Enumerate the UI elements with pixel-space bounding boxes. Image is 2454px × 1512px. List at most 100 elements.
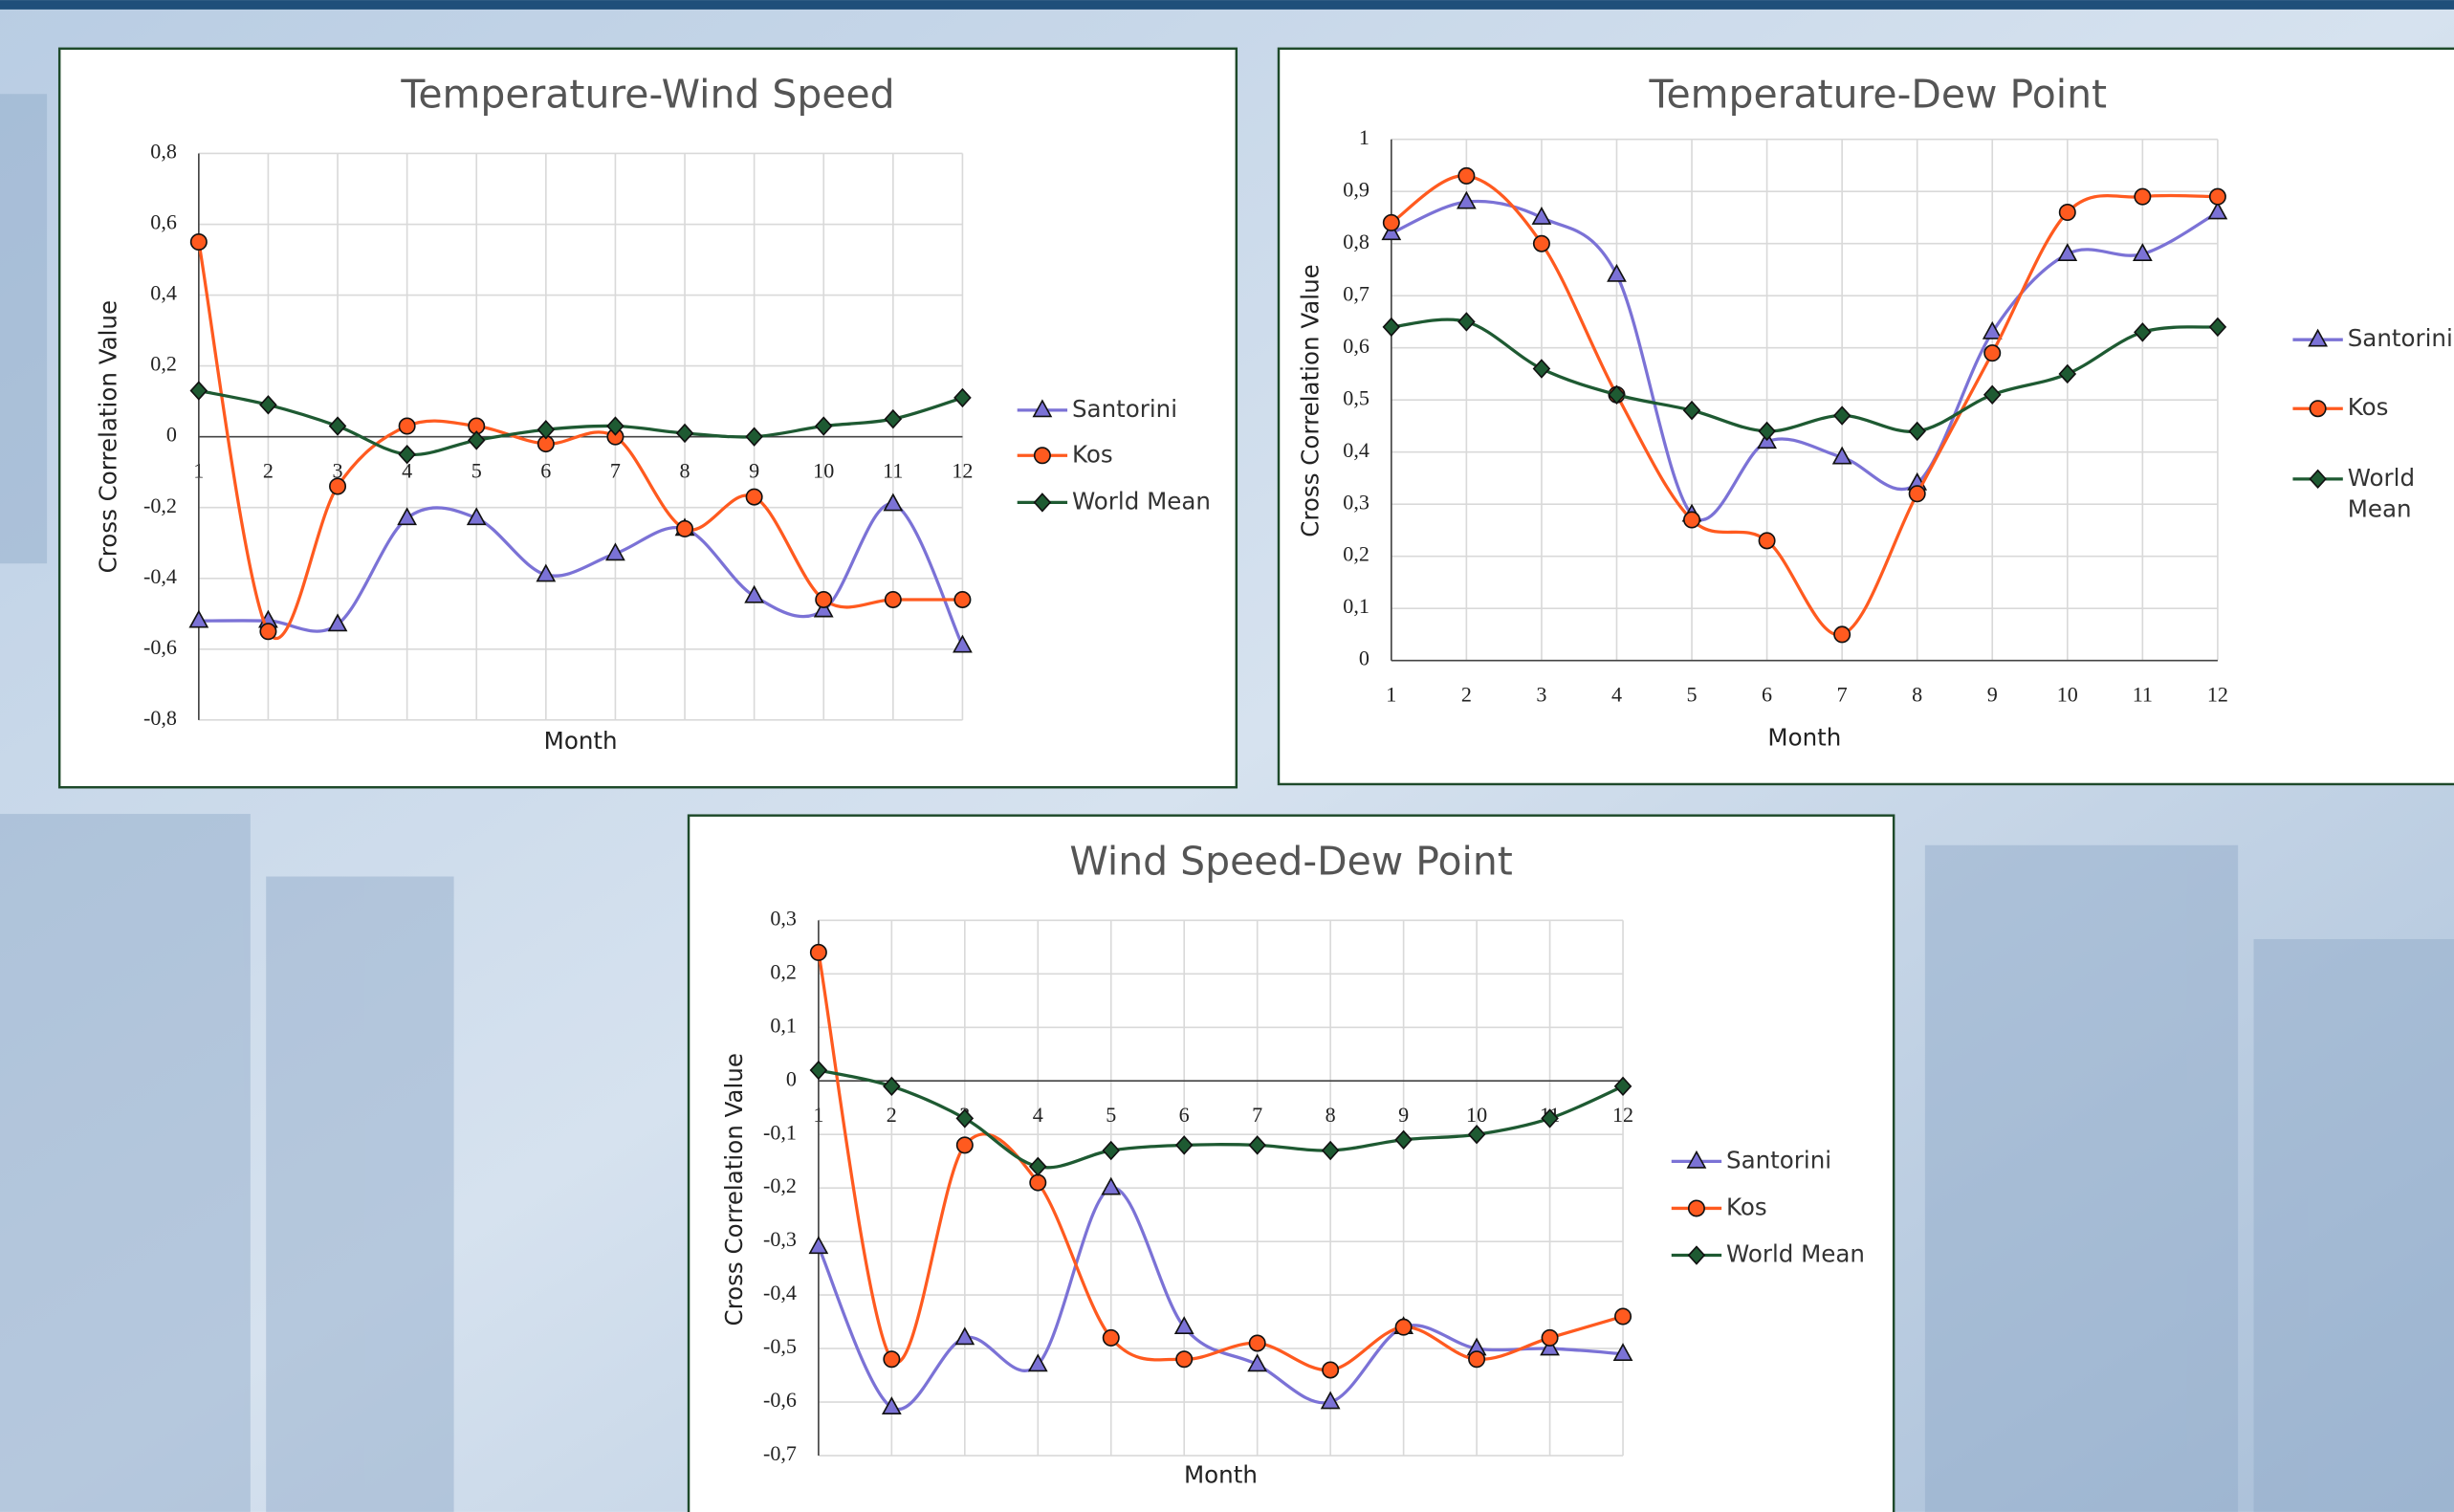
marker	[1384, 215, 1399, 230]
x-tick-label: 8	[1326, 1103, 1336, 1127]
marker	[746, 489, 761, 504]
marker	[1469, 1351, 1484, 1367]
marker	[957, 1137, 973, 1152]
y-tick-label: -0,1	[763, 1120, 797, 1144]
marker	[1395, 1320, 1411, 1335]
x-tick-label: 5	[1687, 682, 1698, 706]
x-tick-label: 6	[1179, 1103, 1190, 1127]
marker	[1458, 168, 1474, 184]
marker	[1759, 533, 1774, 548]
y-axis-label: Cross Correlation Value	[1296, 264, 1324, 537]
x-tick-label: 5	[1106, 1103, 1116, 1127]
x-axis-label: Month	[544, 727, 618, 755]
legend-label: Santorini	[1072, 395, 1177, 423]
chart-title: Temperature-Dew Point	[1648, 72, 2107, 118]
marker	[1323, 1362, 1338, 1377]
y-tick-label: -0,6	[763, 1388, 797, 1412]
chart-panel: Temperature-Dew Point00,10,20,30,40,50,6…	[1279, 49, 2454, 784]
marker	[330, 478, 345, 493]
marker	[260, 624, 275, 639]
marker	[191, 234, 207, 250]
y-tick-label: -0,7	[763, 1441, 797, 1465]
marker	[677, 521, 692, 537]
marker	[1984, 345, 2000, 361]
x-tick-label: 4	[1611, 682, 1622, 706]
y-tick-label: 0,4	[150, 281, 177, 305]
y-tick-label: 0,8	[1343, 230, 1369, 253]
marker	[2060, 205, 2075, 220]
top-bar	[0, 0, 2454, 10]
marker	[1035, 448, 1050, 463]
y-tick-label: 0,2	[770, 959, 797, 983]
y-tick-label: -0,3	[763, 1227, 797, 1251]
marker	[1615, 1308, 1631, 1324]
x-tick-label: 3	[1536, 682, 1546, 706]
y-tick-label: 0,6	[1343, 334, 1369, 358]
y-tick-label: 0	[1359, 646, 1369, 670]
panel-frame	[1279, 49, 2454, 784]
screen: Temperature-Wind Speed -0,8 -0,6 -0,4 -0,2 0 0…	[0, 0, 2454, 1512]
marker	[1030, 1174, 1045, 1190]
y-tick-label: 0,3	[1343, 490, 1369, 514]
page: {"chart_data":[ {"type":"line","title":"…	[0, 0, 2454, 1512]
y-tick-label: 0,3	[770, 906, 797, 930]
legend-label: Kos	[1726, 1193, 1767, 1220]
y-tick-label: 0,8	[150, 140, 177, 164]
marker	[1910, 486, 1925, 501]
y-tick-label: 1	[1359, 125, 1369, 149]
x-tick-label: 6	[1762, 682, 1772, 706]
x-tick-label: 11	[2133, 682, 2153, 706]
x-tick-label: 6	[540, 458, 551, 482]
x-axis-label: Month	[1767, 723, 1841, 751]
chart-title: Temperature-Wind Speed	[400, 72, 894, 118]
marker	[1689, 1200, 1704, 1216]
chart-panel: Temperature-Wind Speed-0,8-0,6-0,4-0,200…	[59, 49, 1237, 787]
x-tick-label: 12	[1612, 1103, 1633, 1127]
y-tick-label: -0,6	[143, 635, 177, 659]
y-tick-label: -0,2	[143, 493, 177, 517]
x-tick-label: 9	[1398, 1103, 1409, 1127]
y-tick-label: 0,1	[770, 1013, 797, 1037]
y-axis-label: Cross Correlation Value	[95, 300, 122, 573]
x-tick-label: 10	[2057, 682, 2078, 706]
marker	[2310, 401, 2325, 416]
x-tick-label: 12	[2207, 682, 2228, 706]
y-tick-label: -0,4	[143, 564, 177, 588]
x-tick-label: 10	[813, 458, 834, 482]
legend-label: Santorini	[2348, 324, 2453, 352]
x-tick-label: 9	[749, 458, 759, 482]
y-tick-label: -0,2	[763, 1173, 797, 1197]
x-tick-label: 4	[1033, 1103, 1043, 1127]
x-tick-label: 9	[1987, 682, 1998, 706]
y-tick-label: 0,5	[1343, 385, 1369, 409]
marker	[1250, 1335, 1265, 1350]
x-tick-label: 7	[1252, 1103, 1262, 1127]
panel-frame	[59, 49, 1237, 787]
marker	[886, 592, 901, 607]
marker	[954, 592, 970, 607]
marker	[884, 1351, 899, 1367]
marker	[1176, 1351, 1192, 1367]
y-tick-label: 0,7	[1343, 281, 1369, 305]
x-tick-label: 8	[1912, 682, 1922, 706]
y-axis-label: Cross Correlation Value	[720, 1053, 748, 1326]
chart-panel: Wind Speed-Dew Point-0,7-0,6-0,5-0,4-0,3…	[689, 816, 1894, 1512]
x-axis-label: Month	[1184, 1460, 1258, 1488]
x-tick-label: 8	[680, 458, 690, 482]
x-tick-label: 1	[1386, 682, 1396, 706]
y-tick-label: -0,8	[143, 706, 177, 730]
chart-title: Wind Speed-Dew Point	[1069, 838, 1513, 884]
x-tick-label: 11	[883, 458, 903, 482]
x-tick-label: 2	[887, 1103, 897, 1127]
x-tick-label: 2	[263, 458, 274, 482]
y-tick-label: 0,6	[150, 210, 177, 234]
y-tick-label: 0,2	[150, 352, 177, 376]
legend-label: Santorini	[1726, 1146, 1831, 1173]
marker	[2135, 188, 2150, 204]
marker	[1542, 1330, 1557, 1346]
legend-label: World Mean	[1072, 487, 1211, 515]
marker	[399, 418, 414, 433]
y-tick-label: -0,4	[763, 1281, 797, 1304]
x-tick-label: 10	[1466, 1103, 1487, 1127]
marker	[816, 592, 831, 607]
